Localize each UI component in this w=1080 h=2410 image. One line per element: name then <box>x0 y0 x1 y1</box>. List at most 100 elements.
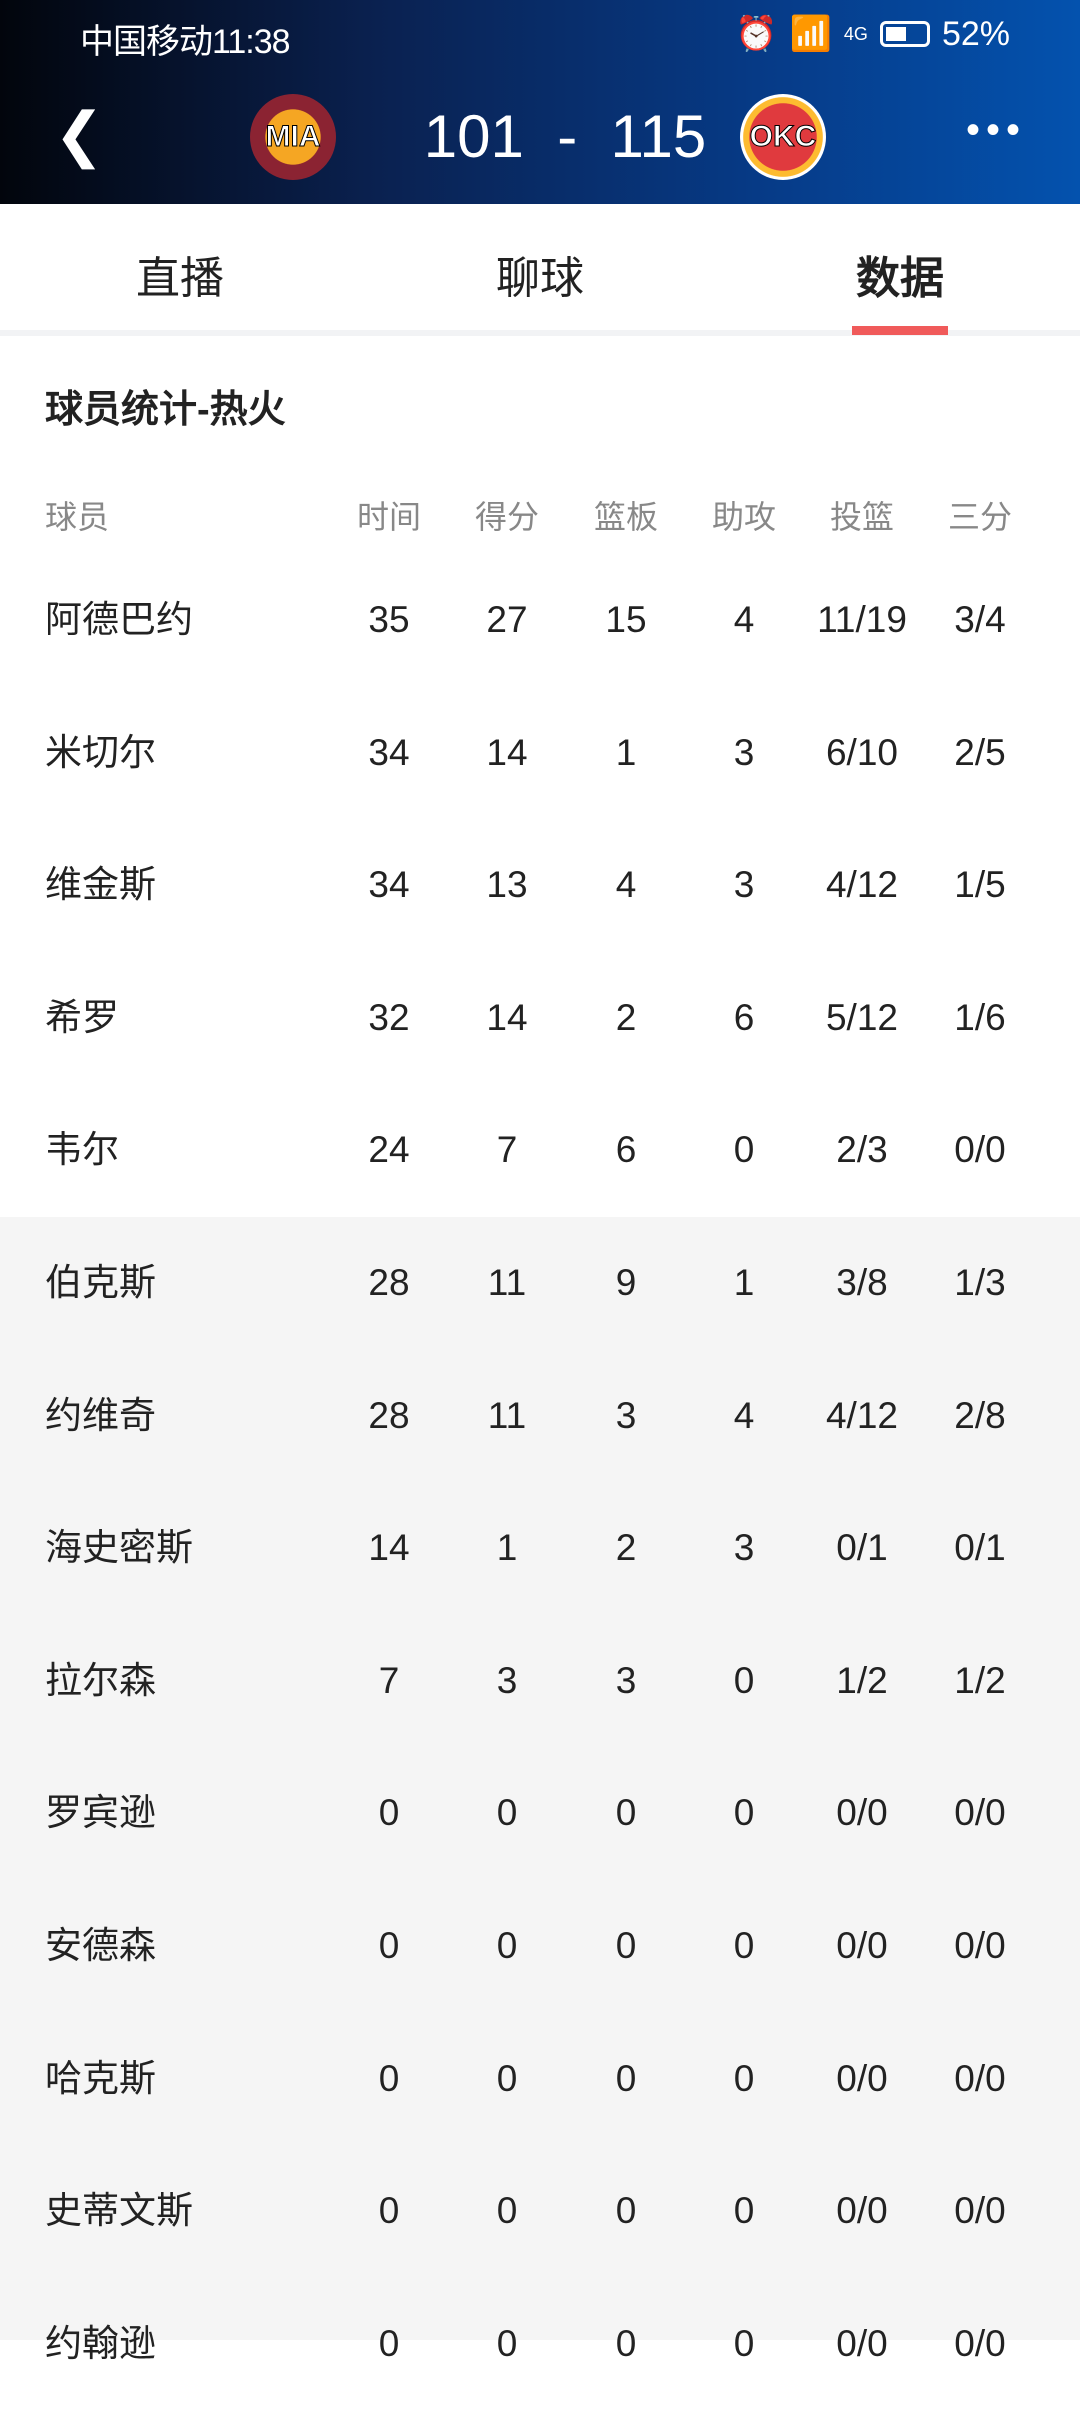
wifi-icon: 📶 <box>789 15 832 53</box>
stat-cell: 0/1 <box>954 1527 1006 1569</box>
stat-cell: 1 <box>733 1262 755 1303</box>
stat-cell: 35 <box>368 599 410 640</box>
column-header: 得分 <box>474 499 539 535</box>
network-type: 4G <box>843 23 868 44</box>
stat-cell: 2/8 <box>954 1394 1006 1436</box>
stat-cell: 1 <box>496 1527 518 1569</box>
column-header: 助攻 <box>711 499 776 535</box>
tab-chat[interactable]: 聊球 <box>496 254 584 303</box>
table-row[interactable]: 维金斯 34 13 4 3 4/12 1/5 4 <box>0 819 1080 952</box>
stat-cell: 28 <box>368 1394 410 1436</box>
stat-cell: 3 <box>1029 952 1080 1085</box>
stat-cell: 0 <box>496 1792 518 1834</box>
player-name: 韦尔 <box>45 1129 119 1171</box>
stat-cell: 3 <box>1029 1084 1080 1217</box>
tab-stats[interactable]: 数据 <box>856 254 944 303</box>
stat-cell: 1 <box>1029 1350 1080 1483</box>
table-row[interactable]: 约维奇 28 11 3 4 4/12 2/8 1 <box>0 1350 1080 1483</box>
battery-icon <box>879 21 930 47</box>
tab-bar: 直播 聊球 数据 <box>0 204 1080 336</box>
table-row[interactable]: 拉尔森 7 3 3 0 1/2 1/2 0 <box>0 1615 1080 1748</box>
table-row[interactable]: 海史密斯 14 1 2 3 0/1 0/1 1 <box>0 1482 1080 1615</box>
table-row[interactable]: 米切尔 34 14 1 3 6/10 2/5 0 <box>0 687 1080 820</box>
stat-cell: 0 <box>733 1129 755 1171</box>
stat-cell: 2/3 <box>836 1129 888 1171</box>
alarm-icon: ⏰ <box>735 15 778 53</box>
stat-cell: 2 <box>615 1527 637 1569</box>
stat-cell: 15 <box>605 599 647 640</box>
carrier-time: 中国移动11:38 <box>80 23 291 61</box>
stat-cell: 4/12 <box>825 864 898 906</box>
stat-cell: 0 <box>496 2190 518 2232</box>
stat-cell: 0/0 <box>836 1925 888 1966</box>
table-row[interactable]: 伯克斯 28 11 9 1 3/8 1/3 4 <box>0 1217 1080 1350</box>
stat-cell: 1 <box>1029 1482 1080 1615</box>
stat-cell: 0 <box>1029 2278 1080 2410</box>
column-header: 时间 <box>356 499 421 535</box>
stat-cell: 4 <box>1029 819 1080 952</box>
table-row[interactable]: 韦尔 24 7 6 0 2/3 0/0 3 <box>0 1084 1080 1217</box>
player-name: 希罗 <box>45 996 119 1038</box>
stat-cell: 4 <box>615 864 637 906</box>
stat-cell: 6/10 <box>825 731 898 773</box>
table-row[interactable]: 史蒂文斯 0 0 0 0 0/0 0/0 0 <box>0 2145 1080 2278</box>
score: 101 - 115 <box>423 103 707 170</box>
stat-cell: 3 <box>733 731 755 773</box>
bench-background <box>0 1217 1080 2340</box>
stat-cell: 1/3 <box>954 1262 1006 1303</box>
stat-cell: 4 <box>733 1394 755 1436</box>
table-row[interactable]: 罗宾逊 0 0 0 0 0/0 0/0 0 <box>0 1747 1080 1880</box>
stat-cell: 0 <box>378 2190 400 2232</box>
table-row[interactable]: 希罗 32 14 2 6 5/12 1/6 3 <box>0 952 1080 1085</box>
player-name: 米切尔 <box>45 731 156 773</box>
player-name: 伯克斯 <box>45 1262 156 1303</box>
stat-cell: 0 <box>378 1792 400 1834</box>
player-name: 约维奇 <box>45 1394 156 1436</box>
stat-cell: 0 <box>733 2057 755 2099</box>
stat-cell: 0/0 <box>836 2190 888 2232</box>
stat-cell: 4 <box>733 599 755 640</box>
player-name: 安德森 <box>45 1925 156 1966</box>
table-row[interactable]: 安德森 0 0 0 0 0/0 0/0 0 <box>0 1880 1080 2013</box>
stat-cell: 0 <box>615 1925 637 1966</box>
stat-cell: 3 <box>496 1659 518 1701</box>
away-team-logo[interactable]: OKC <box>740 94 826 180</box>
table-row[interactable]: 阿德巴约 35 27 15 4 11/19 3/4 2 <box>0 554 1080 687</box>
stat-cell: 0 <box>378 2057 400 2099</box>
stat-cell: 0 <box>496 1925 518 1966</box>
stat-cell: 0/1 <box>836 1527 888 1569</box>
stat-cell: 0 <box>615 2190 637 2232</box>
stat-cell: 0/0 <box>954 1925 1006 1966</box>
stat-cell: 0/0 <box>836 2057 888 2099</box>
stat-cell: 14 <box>368 1527 410 1569</box>
stat-cell: 6 <box>615 1129 637 1171</box>
back-button[interactable]: ❮ <box>54 101 105 168</box>
more-icon[interactable]: ••• <box>965 108 1026 152</box>
status-icons: ⏰ 📶 4G 52% <box>735 14 1010 54</box>
stat-cell: 6 <box>733 996 755 1038</box>
player-name: 哈克斯 <box>45 2057 156 2099</box>
stat-cell: 1/2 <box>954 1659 1006 1701</box>
stat-cell: 0/0 <box>954 2057 1006 2099</box>
game-header: 中国移动11:38 ⏰ 📶 4G 52% ❮ MIA 101 - 115 OKC… <box>0 0 1080 204</box>
stat-cell: 0 <box>1029 687 1080 820</box>
tab-live[interactable]: 直播 <box>136 254 224 303</box>
player-name: 海史密斯 <box>45 1527 193 1569</box>
stat-cell: 2 <box>615 996 637 1038</box>
home-team-logo[interactable]: MIA <box>250 94 336 180</box>
player-name: 罗宾逊 <box>45 1792 156 1834</box>
stat-cell: 0/0 <box>954 1129 1006 1171</box>
stat-cell: 0 <box>1029 1615 1080 1748</box>
column-header: 三分 <box>947 499 1012 535</box>
stat-cell: 3/4 <box>954 599 1006 640</box>
table-row[interactable]: 哈克斯 0 0 0 0 0/0 0/0 0 <box>0 2013 1080 2146</box>
stat-cell: 0 <box>733 2190 755 2232</box>
stat-cell: 0 <box>733 1792 755 1834</box>
player-name: 约翰逊 <box>45 2322 156 2364</box>
stat-cell: 9 <box>615 1262 637 1303</box>
stat-cell: 11 <box>487 1262 527 1303</box>
stat-cell: 0 <box>1029 1747 1080 1880</box>
stat-cell: 0 <box>615 2057 637 2099</box>
stat-cell: 28 <box>368 1262 410 1303</box>
